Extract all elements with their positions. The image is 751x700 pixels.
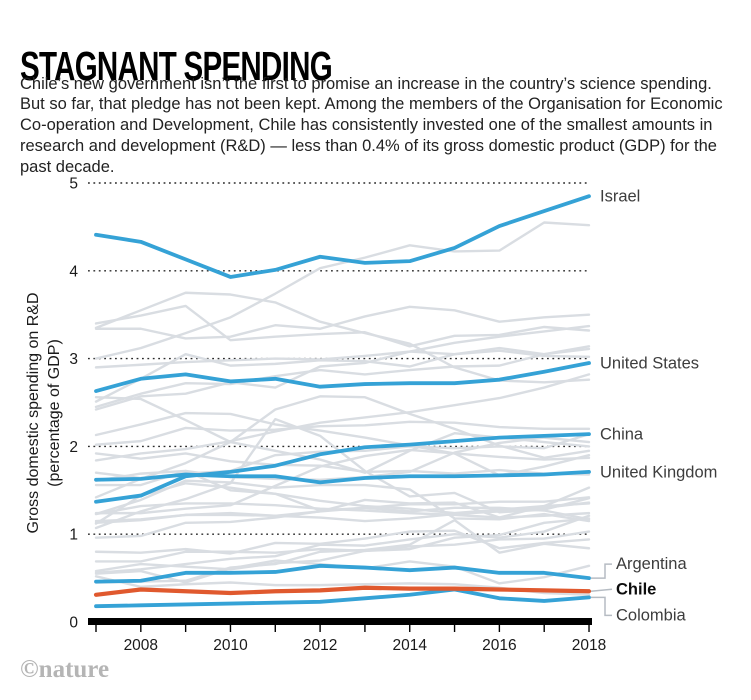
- series-line-colombia: [94, 587, 591, 609]
- background-series-15: [94, 411, 591, 461]
- y-tick-label-5: 5: [69, 176, 78, 193]
- x-axis: [88, 618, 592, 625]
- series-line-china: [94, 432, 591, 504]
- y-tick-label-3: 3: [69, 351, 78, 368]
- series-label-colombia: Colombia: [616, 606, 687, 624]
- y-tick-label-4: 4: [69, 263, 78, 280]
- series-line-chile: [93, 585, 592, 597]
- intro-paragraph: Chile’s new government isn’t the first t…: [20, 74, 723, 177]
- background-series-6: [94, 347, 591, 409]
- background-series-16: [94, 395, 591, 499]
- nature-logo: ©nature: [20, 656, 110, 683]
- y-tick-label-1: 1: [69, 527, 78, 544]
- background-series-7: [94, 349, 591, 403]
- background-series-21: [94, 482, 591, 525]
- background-series-1: [94, 221, 591, 360]
- background-series-3: [94, 291, 591, 384]
- background-series-4: [94, 305, 591, 340]
- label-connector-colombia: [591, 596, 612, 617]
- x-tick-label-2016: 2016: [482, 637, 516, 654]
- label-connector-chile: [590, 588, 613, 593]
- y-axis-title-line-2: (percentage of GDP): [46, 339, 63, 487]
- background-series-2: [94, 304, 591, 348]
- series-label-china: China: [600, 426, 644, 444]
- series-label-chile: Chile: [616, 580, 656, 598]
- background-series-25: [94, 501, 591, 523]
- background-series-10: [94, 420, 591, 446]
- background-series-23: [94, 502, 591, 519]
- label-connector-argentina: [591, 563, 612, 579]
- y-tick-label-2: 2: [69, 439, 78, 456]
- series-line-united-kingdom: [94, 469, 591, 485]
- series-line-israel: [94, 194, 591, 279]
- background-series-11: [94, 373, 591, 462]
- background-series-27: [94, 514, 591, 575]
- background-series-28: [94, 517, 591, 573]
- y-axis-title-line-1: Gross domestic spending on R&D: [25, 293, 42, 534]
- chart-svg: 2008 2010 2012 2014 2016 2018 0 1 2 3 4 5 Gross dome…: [25, 176, 717, 655]
- x-tick-label-2014: 2014: [392, 637, 427, 654]
- series-label-united-states: United States: [600, 354, 699, 372]
- background-series-5: [94, 324, 591, 369]
- background-series-8: [94, 345, 591, 411]
- series-label-united-kingdom: United Kingdom: [600, 463, 717, 481]
- series-line-united-states: [94, 361, 591, 393]
- series-label-argentina: Argentina: [616, 555, 687, 573]
- background-series-14: [94, 452, 591, 476]
- y-tick-label-0: 0: [69, 615, 78, 632]
- series-label-israel: Israel: [600, 188, 640, 206]
- x-tick-label-2012: 2012: [303, 637, 337, 654]
- page-title: STAGNANT SPENDING: [20, 43, 333, 90]
- x-tick-label-2018: 2018: [572, 637, 606, 654]
- x-tick-label-2008: 2008: [124, 637, 158, 654]
- background-series-24: [94, 486, 591, 539]
- x-tick-label-2010: 2010: [213, 637, 248, 654]
- series-line-argentina: [94, 563, 591, 584]
- background-series-26: [94, 529, 591, 555]
